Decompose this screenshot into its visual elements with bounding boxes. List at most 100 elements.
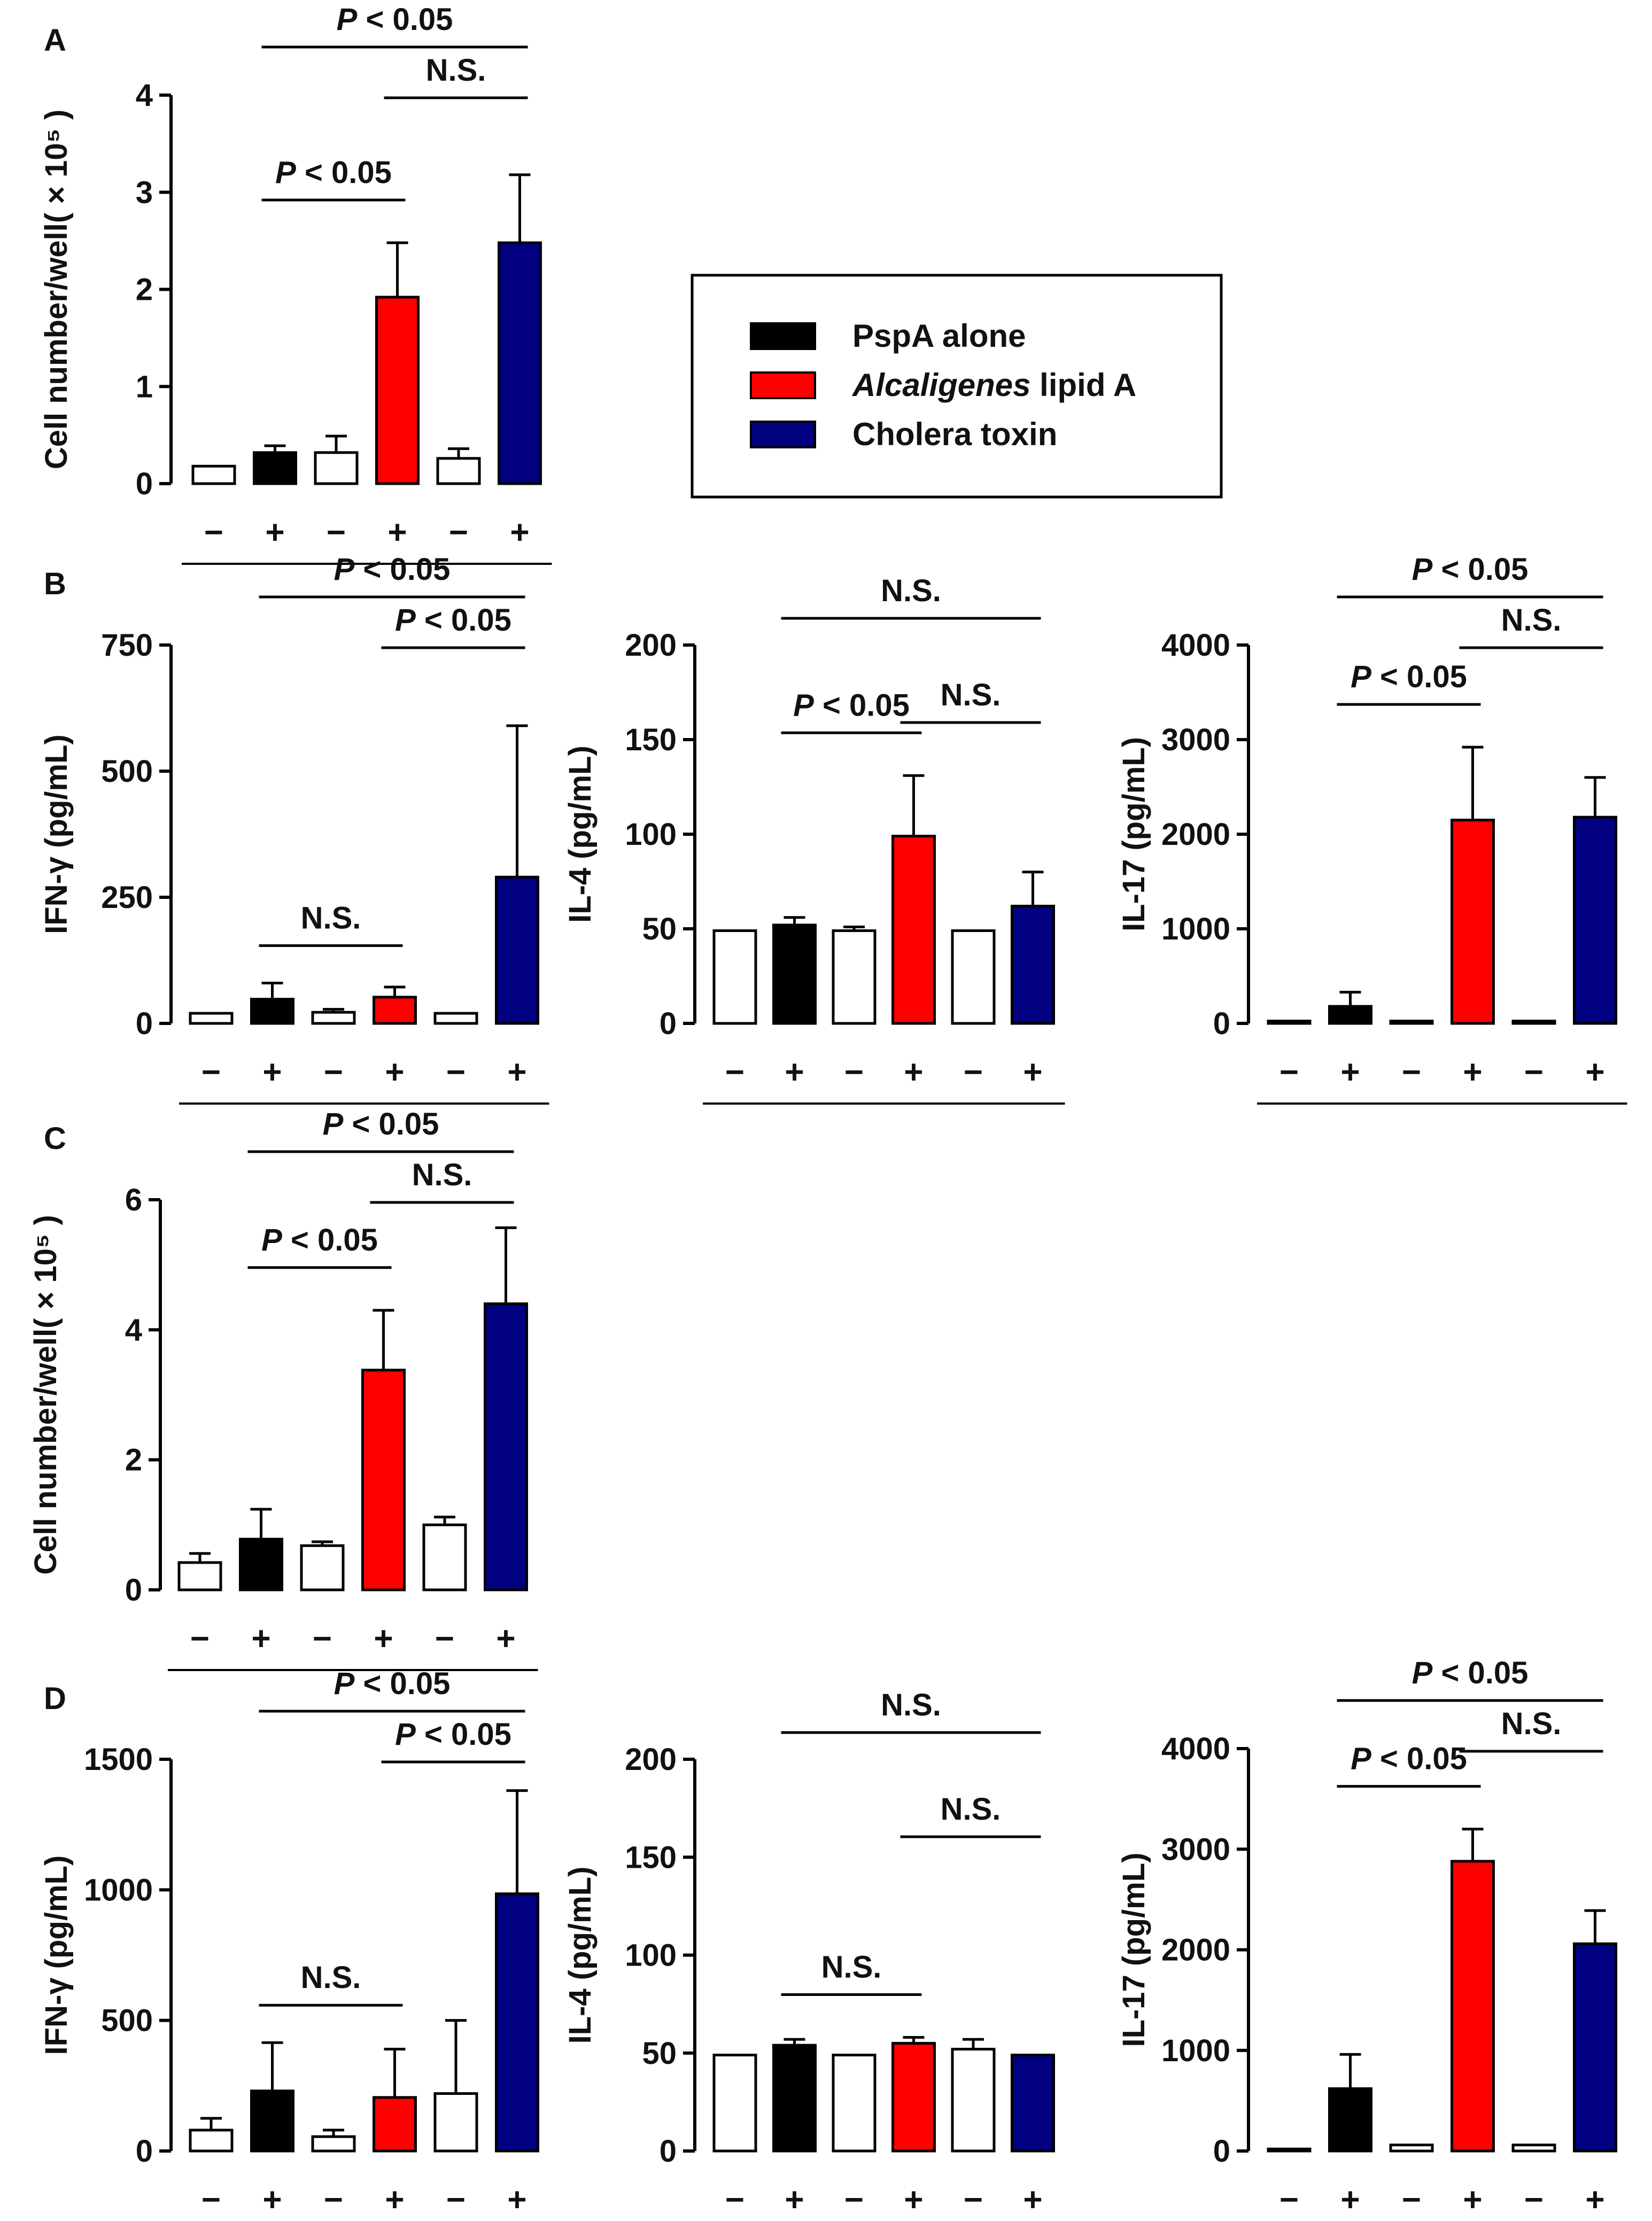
bar-control bbox=[951, 929, 996, 1025]
x-tick-label: + bbox=[1463, 1054, 1482, 1091]
bar-control bbox=[191, 464, 236, 485]
y-tick-label: 0 bbox=[660, 2134, 677, 2169]
x-tick-label: − bbox=[435, 1620, 454, 1657]
x-tick-label: − bbox=[201, 2181, 221, 2218]
x-tick-label: + bbox=[265, 514, 284, 551]
y-axis-label: IFN-γ (pg/mL) bbox=[39, 1855, 74, 2055]
y-tick-label: 200 bbox=[625, 1742, 677, 1777]
y-tick-label: 1 bbox=[136, 369, 153, 404]
bar-cholera-toxin bbox=[1011, 905, 1055, 1025]
x-tick-label: − bbox=[449, 514, 468, 551]
legend-label-text: Cholera toxin bbox=[852, 416, 1057, 452]
y-tick-label: 2000 bbox=[1161, 1933, 1230, 1968]
legend-label-italic: Alcaligenes bbox=[851, 367, 1031, 403]
significance-label: P < 0.05 bbox=[1412, 1656, 1529, 1690]
p-symbol: P bbox=[323, 1107, 344, 1141]
significance-label: P < 0.05 bbox=[334, 552, 451, 587]
bar-control bbox=[422, 1523, 467, 1591]
x-tick-label: − bbox=[844, 1054, 864, 1091]
bar-alcaligenes-lipid-a bbox=[1451, 818, 1495, 1025]
x-tick-label: − bbox=[1524, 2181, 1544, 2218]
x-tick-label: + bbox=[374, 1620, 393, 1657]
p-threshold: < 0.05 bbox=[416, 603, 511, 638]
bar-control bbox=[1267, 2147, 1312, 2153]
y-tick-label: 2 bbox=[136, 273, 153, 307]
y-tick-label: 0 bbox=[136, 2134, 153, 2169]
p-symbol: P bbox=[334, 552, 355, 587]
bar-control bbox=[314, 451, 359, 485]
p-threshold: < 0.05 bbox=[282, 1223, 378, 1257]
significance-label: N.S. bbox=[412, 1158, 472, 1192]
p-threshold: < 0.05 bbox=[1371, 659, 1467, 694]
bar-control bbox=[311, 2135, 356, 2153]
significance-label: P < 0.05 bbox=[334, 1666, 451, 1701]
bar-alcaligenes-lipid-a bbox=[891, 2041, 936, 2153]
y-tick-label: 3000 bbox=[1161, 1832, 1230, 1867]
y-tick-label: 0 bbox=[125, 1573, 142, 1607]
significance-label: N.S. bbox=[426, 53, 486, 88]
p-symbol: P bbox=[1351, 659, 1371, 694]
panel-letter: B bbox=[44, 566, 66, 601]
x-tick-label: + bbox=[387, 514, 407, 551]
bar-control bbox=[951, 2047, 996, 2153]
y-axis-label: Cell number/well( × 10⁵ ) bbox=[28, 1215, 63, 1575]
p-threshold: < 0.05 bbox=[296, 155, 392, 190]
y-axis-label: IL-17 (pg/mL) bbox=[1116, 1852, 1151, 2047]
legend-label: Cholera toxin bbox=[852, 416, 1057, 452]
p-threshold: < 0.05 bbox=[1432, 1656, 1528, 1690]
x-tick-label: + bbox=[262, 1054, 282, 1091]
bar-cholera-toxin bbox=[1011, 2053, 1055, 2153]
x-tick-label: + bbox=[1023, 2181, 1042, 2218]
bar-control bbox=[1389, 2144, 1434, 2153]
legend-swatch bbox=[750, 322, 816, 350]
x-tick-label: − bbox=[446, 2181, 466, 2218]
significance-label: N.S. bbox=[1501, 603, 1562, 638]
x-tick-label: − bbox=[964, 1054, 983, 1091]
y-tick-label: 0 bbox=[1213, 1006, 1230, 1041]
y-tick-label: 150 bbox=[625, 1840, 677, 1875]
x-tick-label: + bbox=[251, 1620, 270, 1657]
legend-swatch bbox=[750, 421, 816, 448]
bar-control bbox=[832, 929, 877, 1025]
bar-cholera-toxin bbox=[498, 241, 542, 485]
significance-label: P < 0.05 bbox=[323, 1107, 439, 1141]
x-tick-label: − bbox=[313, 1620, 332, 1657]
bar-cholera-toxin bbox=[484, 1302, 528, 1591]
x-tick-label: − bbox=[327, 514, 346, 551]
x-tick-label: − bbox=[964, 2181, 983, 2218]
y-tick-label: 0 bbox=[136, 1006, 153, 1041]
x-tick-label: + bbox=[904, 2181, 923, 2218]
significance-label: P < 0.05 bbox=[1412, 552, 1529, 587]
y-tick-label: 500 bbox=[101, 2003, 153, 2038]
bar-control bbox=[1511, 1020, 1556, 1025]
x-tick-label: + bbox=[904, 1054, 923, 1091]
y-tick-label: 750 bbox=[101, 628, 153, 663]
y-tick-label: 200 bbox=[625, 628, 677, 663]
x-tick-label: − bbox=[190, 1620, 210, 1657]
significance-label: P < 0.05 bbox=[395, 1717, 511, 1752]
x-tick-label: + bbox=[1585, 2181, 1604, 2218]
p-symbol: P bbox=[395, 603, 416, 638]
y-tick-label: 2000 bbox=[1161, 817, 1230, 852]
significance-label: N.S. bbox=[301, 900, 361, 935]
bar-control bbox=[1511, 2144, 1556, 2153]
p-threshold: < 0.05 bbox=[814, 688, 910, 723]
y-tick-label: 1500 bbox=[84, 1742, 153, 1777]
y-tick-label: 4 bbox=[136, 78, 153, 113]
bar-control bbox=[433, 2092, 478, 2153]
panel-letter: D bbox=[44, 1681, 66, 1716]
x-tick-label: + bbox=[1463, 2181, 1482, 2218]
p-threshold: < 0.05 bbox=[354, 1666, 450, 1701]
bar-alcaligenes-lipid-a bbox=[373, 996, 417, 1025]
bar-control bbox=[712, 929, 757, 1025]
bar-pspa-alone bbox=[239, 1537, 283, 1591]
bar-pspa-alone bbox=[250, 998, 294, 1025]
bar-cholera-toxin bbox=[495, 875, 539, 1025]
y-tick-label: 50 bbox=[642, 912, 677, 946]
x-tick-label: − bbox=[201, 1054, 221, 1091]
y-tick-label: 150 bbox=[625, 723, 677, 757]
bar-control bbox=[177, 1561, 222, 1591]
x-tick-label: + bbox=[496, 1620, 515, 1657]
bar-control bbox=[712, 2053, 757, 2153]
bar-alcaligenes-lipid-a bbox=[361, 1369, 406, 1591]
